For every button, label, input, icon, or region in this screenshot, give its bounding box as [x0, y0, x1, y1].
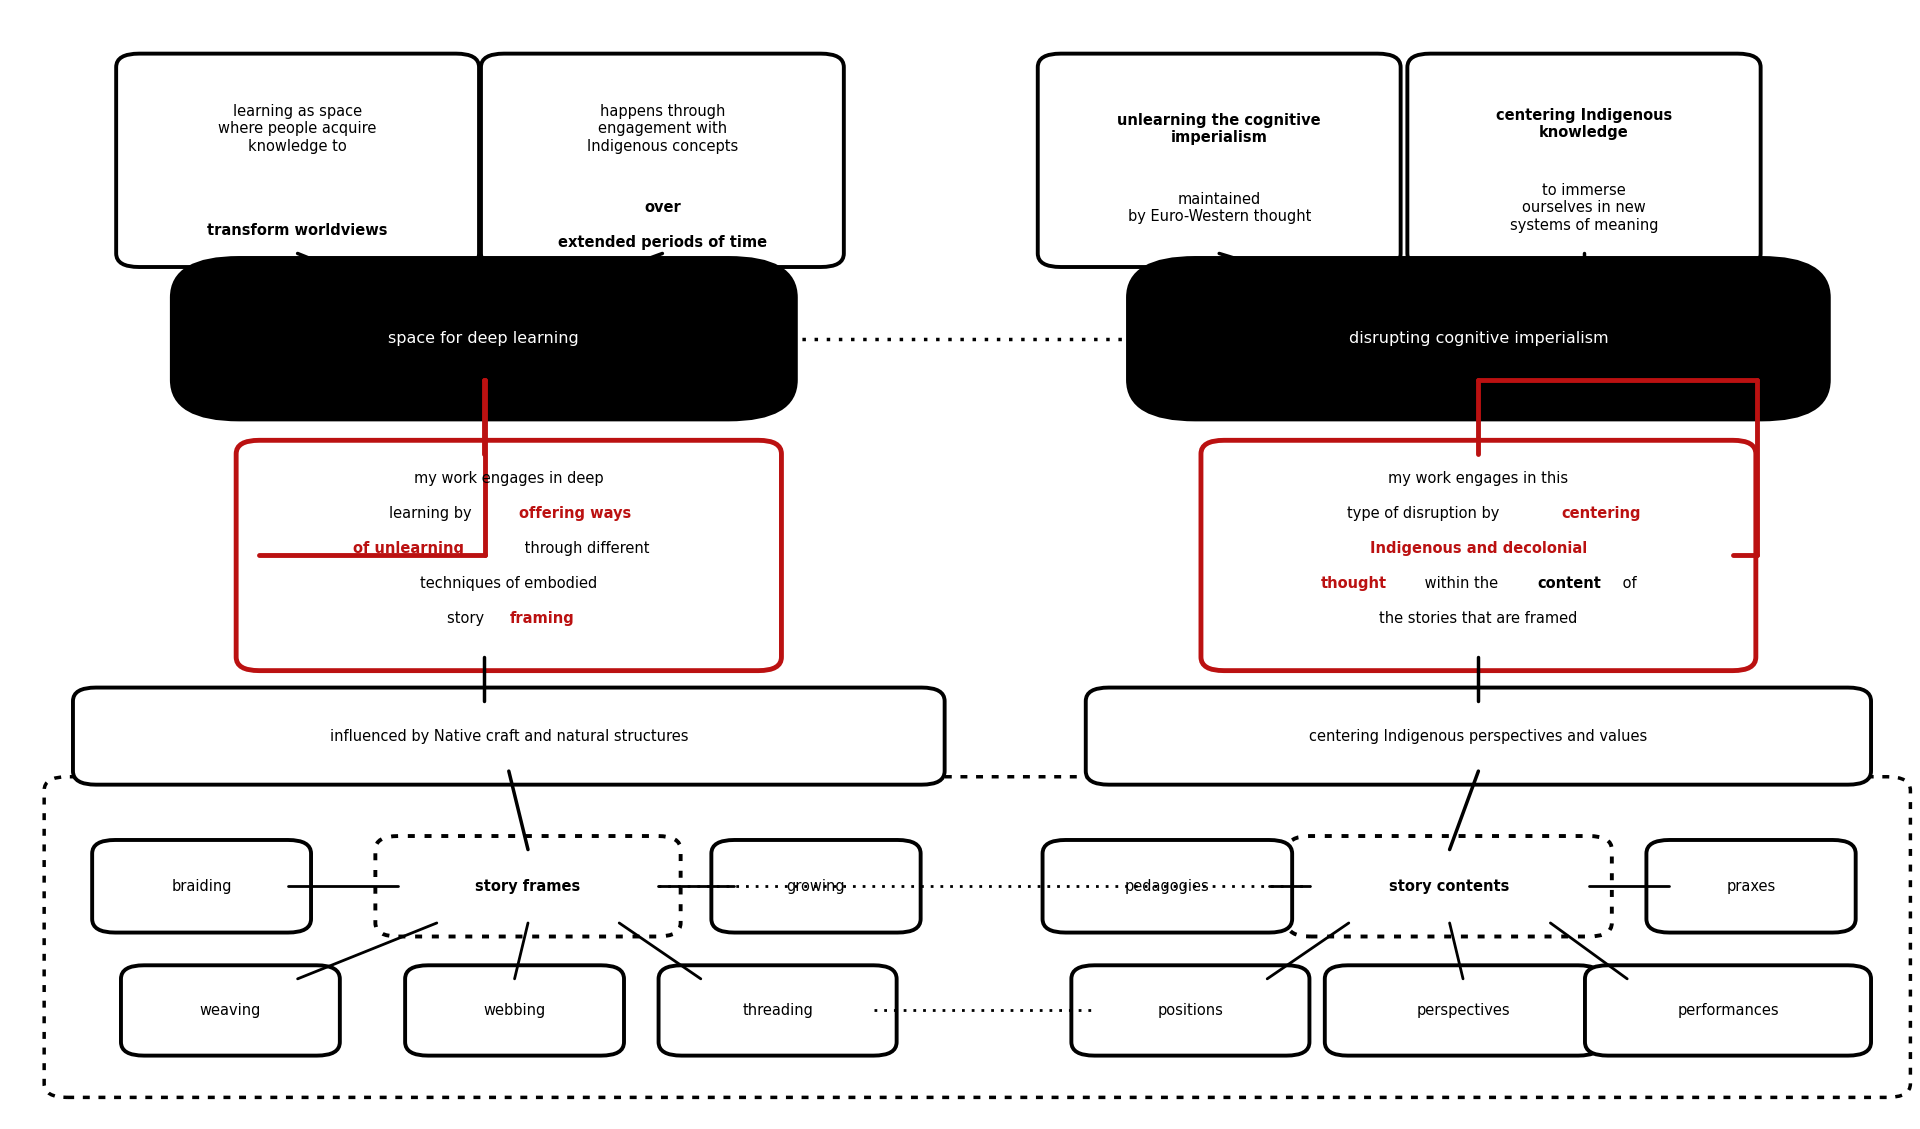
FancyBboxPatch shape — [1407, 53, 1761, 268]
Text: growing: growing — [787, 878, 845, 894]
FancyBboxPatch shape — [1087, 688, 1870, 785]
Text: centering Indigenous perspectives and values: centering Indigenous perspectives and va… — [1309, 728, 1647, 744]
FancyBboxPatch shape — [173, 257, 795, 420]
FancyBboxPatch shape — [115, 53, 480, 268]
Text: story contents: story contents — [1390, 878, 1509, 894]
Text: space for deep learning: space for deep learning — [388, 331, 580, 347]
Text: within the: within the — [1421, 576, 1503, 592]
Text: offering ways: offering ways — [520, 506, 632, 522]
Text: performances: performances — [1678, 1003, 1778, 1018]
Text: threading: threading — [743, 1003, 812, 1018]
FancyBboxPatch shape — [376, 835, 682, 937]
Text: over: over — [643, 200, 682, 216]
Text: story: story — [447, 611, 490, 627]
Text: the stories that are framed: the stories that are framed — [1379, 611, 1578, 627]
Text: content: content — [1538, 576, 1601, 592]
FancyBboxPatch shape — [1202, 440, 1755, 671]
Text: story frames: story frames — [476, 878, 580, 894]
FancyBboxPatch shape — [1071, 965, 1309, 1056]
FancyBboxPatch shape — [710, 840, 922, 933]
Text: extended periods of time: extended periods of time — [559, 235, 766, 251]
Text: learning by: learning by — [390, 506, 476, 522]
Text: through different: through different — [520, 541, 649, 557]
Text: thought: thought — [1321, 576, 1386, 592]
Text: braiding: braiding — [171, 878, 232, 894]
Text: framing: framing — [511, 611, 574, 627]
Text: disrupting cognitive imperialism: disrupting cognitive imperialism — [1348, 331, 1609, 347]
Text: weaving: weaving — [200, 1003, 261, 1018]
Text: Indigenous and decolonial: Indigenous and decolonial — [1369, 541, 1588, 557]
Text: techniques of embodied: techniques of embodied — [420, 576, 597, 592]
Text: praxes: praxes — [1726, 878, 1776, 894]
Text: webbing: webbing — [484, 1003, 545, 1018]
Text: perspectives: perspectives — [1417, 1003, 1509, 1018]
FancyBboxPatch shape — [92, 840, 311, 933]
FancyBboxPatch shape — [1586, 965, 1870, 1056]
Text: pedagogies: pedagogies — [1125, 878, 1210, 894]
Text: of: of — [1619, 576, 1636, 592]
Text: my work engages in deep: my work engages in deep — [415, 471, 603, 487]
Text: centering Indigenous
knowledge: centering Indigenous knowledge — [1496, 108, 1672, 140]
Text: influenced by Native craft and natural structures: influenced by Native craft and natural s… — [330, 728, 687, 744]
FancyBboxPatch shape — [121, 965, 340, 1056]
Text: to immerse
ourselves in new
systems of meaning: to immerse ourselves in new systems of m… — [1509, 183, 1659, 233]
FancyBboxPatch shape — [1037, 53, 1402, 268]
FancyBboxPatch shape — [405, 965, 624, 1056]
FancyBboxPatch shape — [480, 53, 843, 268]
FancyBboxPatch shape — [1043, 840, 1292, 933]
Text: my work engages in this: my work engages in this — [1388, 471, 1569, 487]
Text: type of disruption by: type of disruption by — [1348, 506, 1503, 522]
FancyBboxPatch shape — [1129, 257, 1828, 420]
Text: centering: centering — [1561, 506, 1642, 522]
FancyBboxPatch shape — [1647, 840, 1855, 933]
FancyBboxPatch shape — [236, 440, 781, 671]
FancyBboxPatch shape — [659, 965, 897, 1056]
Text: transform worldviews: transform worldviews — [207, 222, 388, 238]
Text: happens through
engagement with
Indigenous concepts: happens through engagement with Indigeno… — [588, 104, 737, 154]
Text: of unlearning: of unlearning — [353, 541, 465, 557]
Text: positions: positions — [1158, 1003, 1223, 1018]
FancyBboxPatch shape — [1325, 965, 1601, 1056]
FancyBboxPatch shape — [73, 688, 945, 785]
FancyBboxPatch shape — [1286, 835, 1611, 937]
Text: unlearning the cognitive
imperialism: unlearning the cognitive imperialism — [1117, 113, 1321, 145]
Text: maintained
by Euro-Western thought: maintained by Euro-Western thought — [1127, 192, 1311, 224]
Text: learning as space
where people acquire
knowledge to: learning as space where people acquire k… — [219, 104, 376, 154]
